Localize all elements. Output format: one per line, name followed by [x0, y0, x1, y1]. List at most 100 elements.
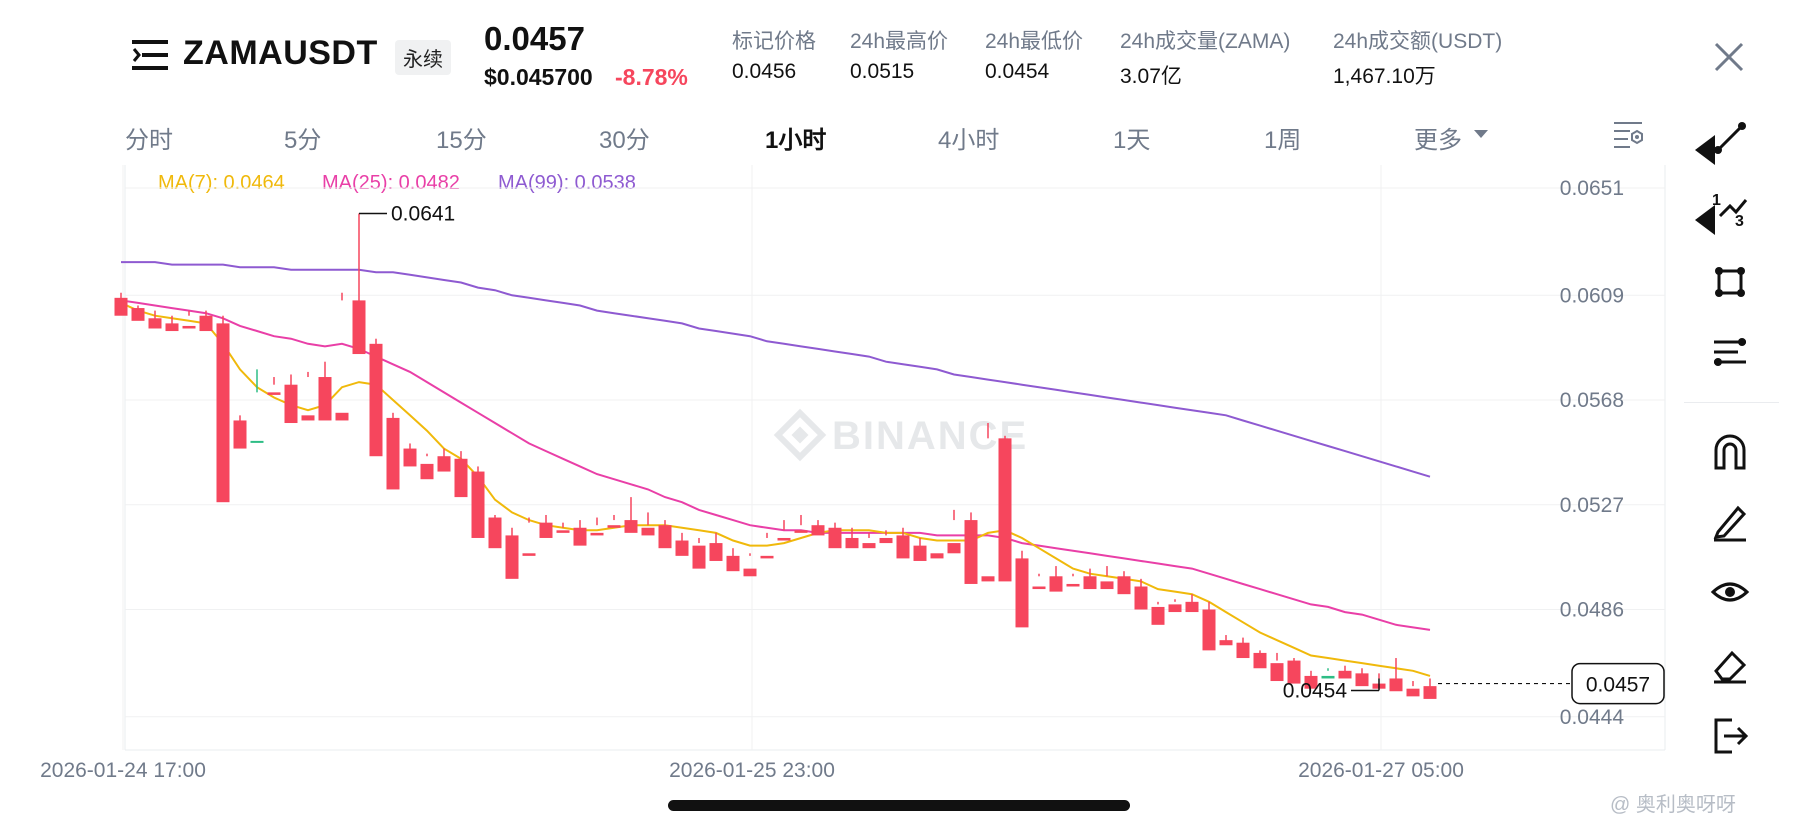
indicator-tool-icon[interactable] [1710, 332, 1750, 372]
change-percent: -8.78% [615, 64, 688, 90]
candle [1406, 681, 1420, 697]
candle [505, 527, 519, 579]
candle [182, 310, 196, 329]
tab-15m[interactable]: 15分 [436, 127, 487, 154]
line-tool-icon[interactable] [1710, 118, 1750, 158]
eraser-icon[interactable] [1710, 645, 1750, 685]
candle-body [1338, 670, 1352, 679]
candle [794, 514, 808, 533]
candle-body [794, 530, 808, 533]
candle-body [267, 392, 281, 395]
candle [641, 512, 655, 536]
pencil-icon[interactable] [1710, 502, 1750, 542]
candle [1032, 573, 1046, 590]
mark-price-label: 标记价格 [732, 30, 816, 53]
candle-body [165, 323, 179, 332]
candle [692, 537, 706, 569]
y-tick-label: 0.0444 [1560, 706, 1625, 729]
candle-body [1015, 558, 1029, 628]
binance-watermark: BINANCE [773, 408, 1026, 462]
candle-body [1287, 660, 1301, 684]
credit-text: @ 奥利奥呀呀 [1610, 794, 1736, 816]
candle [913, 537, 927, 561]
magnet-icon[interactable] [1710, 432, 1750, 472]
tab-4h[interactable]: 4小时 [938, 127, 1000, 154]
symbol-title[interactable]: ZAMAUSDT [183, 34, 378, 72]
candle-body [777, 537, 791, 541]
candle [386, 412, 400, 490]
candle [1287, 658, 1301, 684]
y-tick-label: 0.0568 [1560, 389, 1624, 412]
candle [1015, 550, 1029, 628]
candle [1202, 601, 1216, 651]
candle-body [1406, 688, 1420, 697]
expand-left-icon[interactable] [1685, 130, 1725, 170]
close-icon[interactable] [1710, 38, 1748, 76]
candle-body [590, 532, 604, 536]
candle [1066, 573, 1080, 587]
candle-body [1219, 640, 1233, 646]
current-price-label: 0.0457 [1586, 674, 1650, 697]
candle [828, 522, 842, 549]
chevron-down-icon[interactable] [1474, 130, 1488, 138]
candle [1168, 599, 1182, 613]
candle [1219, 635, 1233, 646]
candle [743, 553, 757, 577]
tab-more[interactable]: 更多 [1414, 127, 1462, 154]
candle [539, 514, 553, 538]
svg-text:1: 1 [1712, 192, 1721, 209]
tab-5m[interactable]: 5分 [284, 127, 322, 154]
candle [216, 315, 230, 503]
candle [1389, 658, 1403, 692]
ma25-legend: MA(25): 0.0482 [322, 172, 460, 194]
candle [896, 527, 910, 559]
tab-30m[interactable]: 30分 [599, 127, 650, 154]
candle-body [301, 415, 315, 421]
expand-left-icon[interactable] [1685, 200, 1725, 240]
candle-body [573, 527, 587, 546]
menu-icon[interactable] [130, 38, 170, 72]
candle-body [1236, 642, 1250, 659]
candle-body [1202, 609, 1216, 651]
candle [352, 213, 366, 355]
moving-average-lines [120, 261, 1431, 677]
binance-logo-icon [773, 408, 827, 462]
tab-timeline[interactable]: 分时 [125, 127, 173, 154]
candle-body [420, 463, 434, 480]
high-24h-label: 24h最高价 [850, 30, 949, 53]
chart-grid: 0.0651 0.0609 0.0568 0.0527 0.0486 0.0444 2026… [40, 165, 1666, 782]
candle [556, 522, 570, 533]
candle-body [1168, 604, 1182, 613]
candle-body [216, 323, 230, 503]
candle-body [182, 325, 196, 329]
tab-1d[interactable]: 1天 [1113, 127, 1151, 154]
ma7-line [120, 301, 1431, 677]
candle [879, 530, 893, 544]
candle [199, 310, 213, 332]
candle [1321, 668, 1335, 679]
price-usd: $0.045700 [484, 64, 593, 90]
candle-body [1304, 675, 1318, 689]
candle [335, 292, 349, 421]
candle [267, 377, 281, 395]
candle-body [1270, 663, 1284, 682]
candle [471, 466, 485, 538]
candle [420, 453, 434, 480]
exit-icon[interactable] [1710, 716, 1750, 756]
candle-body [369, 343, 383, 457]
mark-price-value: 0.0456 [732, 60, 797, 83]
tab-1h[interactable]: 1小时 [765, 127, 827, 154]
candle-body [760, 555, 774, 559]
high-price-label: 0.0641 [391, 203, 455, 226]
shape-tool-icon[interactable] [1710, 262, 1750, 302]
chart-settings-icon[interactable] [1612, 118, 1644, 150]
eye-icon[interactable] [1710, 572, 1750, 612]
low-24h-value: 0.0454 [985, 60, 1050, 83]
tab-1w[interactable]: 1周 [1264, 127, 1302, 154]
candle [1338, 665, 1352, 679]
candle [318, 361, 332, 421]
candle-body [471, 471, 485, 538]
candle-body [607, 525, 621, 528]
fib-tool-icon[interactable]: 1 3 [1710, 188, 1750, 228]
